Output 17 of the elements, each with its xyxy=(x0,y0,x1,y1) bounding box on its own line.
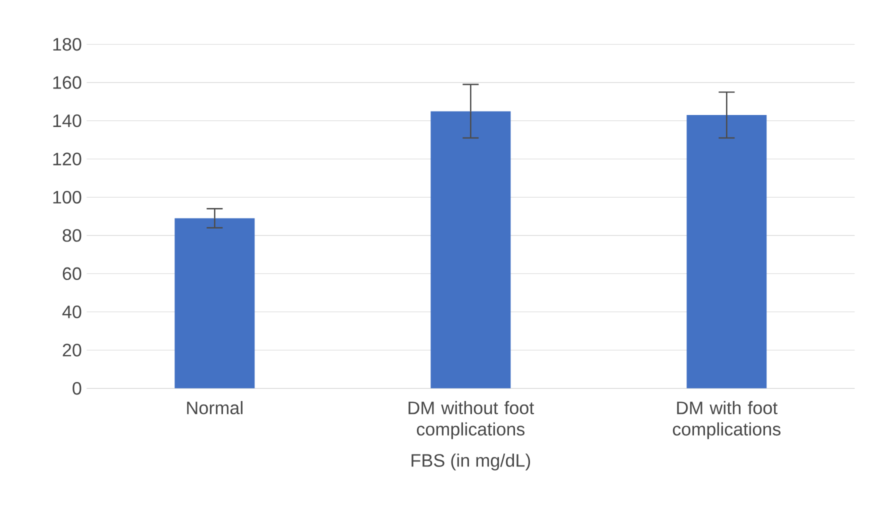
bar xyxy=(686,115,767,388)
y-tick-label: 120 xyxy=(53,152,82,166)
bar xyxy=(430,111,511,388)
x-tick-label: DM without foot complications xyxy=(408,401,534,440)
y-tick-label: 160 xyxy=(53,76,82,89)
y-tick-label: 40 xyxy=(62,306,82,318)
y-tick-label: 0 xyxy=(72,382,82,395)
y-tick-label: 20 xyxy=(62,344,82,356)
y-tick-label: 140 xyxy=(53,114,82,128)
x-axis-title: FBS (in mg/dL) xyxy=(412,454,530,470)
y-tick-label: 100 xyxy=(53,190,82,204)
x-tick-label: Normal xyxy=(187,401,242,414)
y-tick-label: 80 xyxy=(62,229,82,242)
x-tick-label: DM with foot complications xyxy=(672,401,781,440)
y-tick-label: 180 xyxy=(53,38,82,51)
y-tick-label: 60 xyxy=(62,267,82,280)
bar xyxy=(174,218,255,388)
